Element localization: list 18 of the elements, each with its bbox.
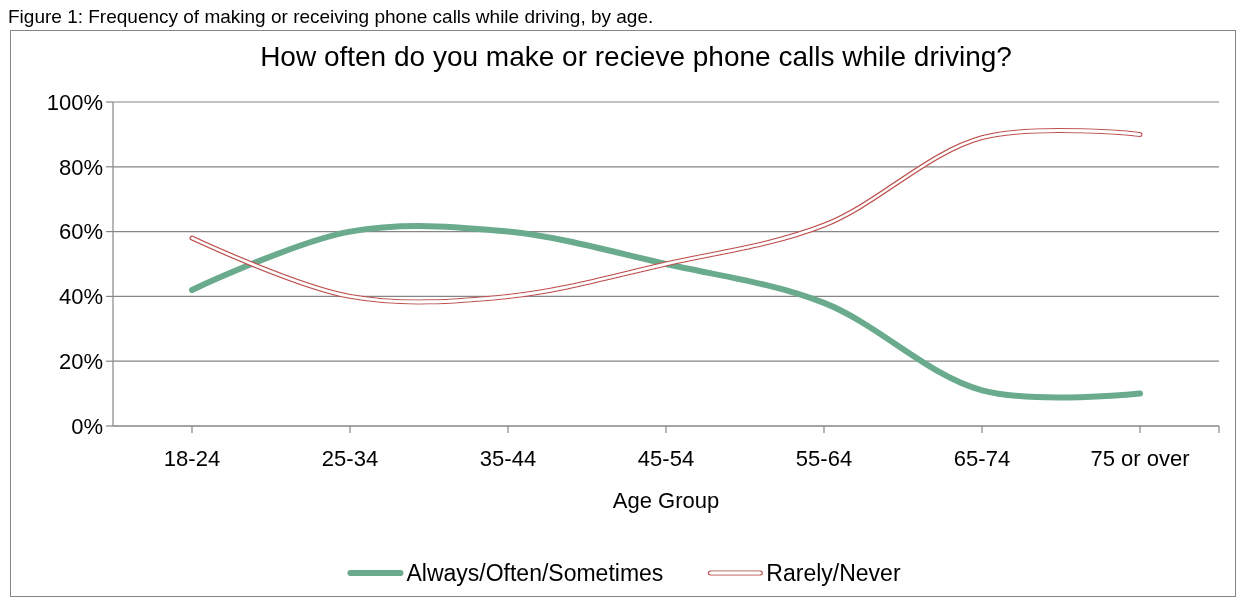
y-tick-label: 20%	[58, 348, 103, 374]
x-tick-label: 75 or over	[1090, 446, 1190, 471]
x-tick-label: 55-64	[795, 446, 853, 471]
caption: Figure 1: Frequency of making or receiving phone calls while driving, by age.	[8, 6, 654, 27]
y-tick-label: 100%	[46, 89, 103, 115]
y-tick-label: 40%	[58, 284, 103, 310]
y-tick-label: 80%	[58, 154, 103, 180]
x-tick-label: 25-34	[321, 446, 379, 471]
legend-label: Rarely/Never	[766, 560, 901, 587]
x-tick-label: 35-44	[479, 446, 537, 471]
y-tick-label: 0%	[71, 413, 103, 439]
chart-title: How often do you make or recieve phone calls while driving?	[260, 41, 1012, 72]
legend-label: Always/Often/Sometimes	[406, 560, 664, 587]
x-tick-label: 45-54	[637, 446, 695, 471]
y-tick-label: 60%	[58, 219, 103, 245]
x-tick-label: 65-74	[953, 446, 1011, 471]
x-axis-title: Age Group	[612, 488, 720, 513]
x-tick-label: 18-24	[163, 446, 221, 471]
